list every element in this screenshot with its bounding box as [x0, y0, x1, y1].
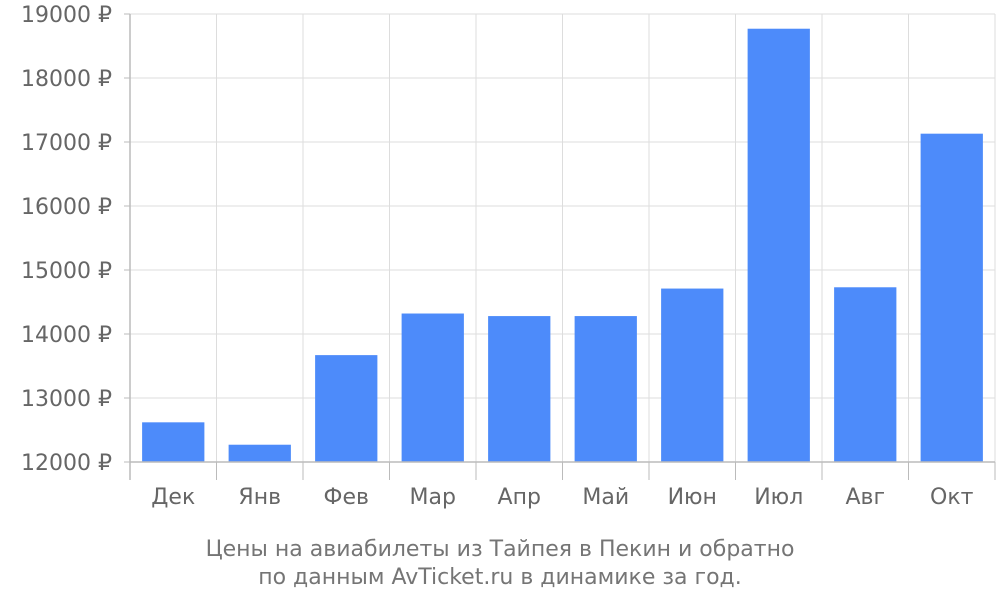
x-tick-label-9: Окт [930, 485, 974, 510]
chart-title: Цены на авиабилеты из Тайпея в Пекин и о… [206, 537, 795, 562]
y-tick-labels: 12000 ₽ 13000 ₽ 14000 ₽ 15000 ₽ 16000 ₽ 17000… [21, 3, 112, 476]
bar-8 [834, 287, 897, 462]
y-tick-label-6: 18000 ₽ [21, 67, 112, 92]
y-tick-label-2: 14000 ₽ [21, 323, 112, 348]
bar-4 [488, 316, 551, 462]
chart-subtitle: по данным AvTicket.ru в динамике за год. [258, 565, 742, 590]
x-tick-label-0: Дек [151, 485, 195, 510]
x-tick-label-3: Мар [410, 485, 456, 510]
y-tick-label-4: 16000 ₽ [21, 195, 112, 220]
gridlines [130, 13, 996, 463]
x-tick-label-8: Авг [845, 485, 885, 510]
y-tick-label-3: 15000 ₽ [21, 259, 112, 284]
x-tick-labels: Дек Янв Фев Мар Апр Май Июн Июл Авг Окт [151, 485, 973, 510]
bar-9 [920, 133, 983, 462]
bar-3 [401, 313, 464, 462]
bar-1 [228, 444, 291, 462]
bar-5 [574, 316, 637, 462]
y-tick-label-0: 12000 ₽ [21, 451, 112, 476]
bars [142, 28, 983, 462]
axes [124, 13, 996, 480]
bar-0 [142, 422, 205, 462]
x-tick-label-2: Фев [324, 485, 369, 510]
bar-2 [315, 355, 378, 462]
y-tick-label-1: 13000 ₽ [21, 387, 112, 412]
bar-6 [661, 288, 724, 462]
y-tick-label-7: 19000 ₽ [21, 3, 112, 28]
x-tick-label-6: Июн [668, 485, 717, 510]
x-tick-label-7: Июл [754, 485, 803, 510]
bar-7 [747, 28, 810, 462]
x-tick-label-4: Апр [498, 485, 541, 510]
x-tick-label-5: Май [582, 485, 629, 510]
y-tick-label-5: 17000 ₽ [21, 131, 112, 156]
x-tick-label-1: Янв [238, 485, 281, 510]
